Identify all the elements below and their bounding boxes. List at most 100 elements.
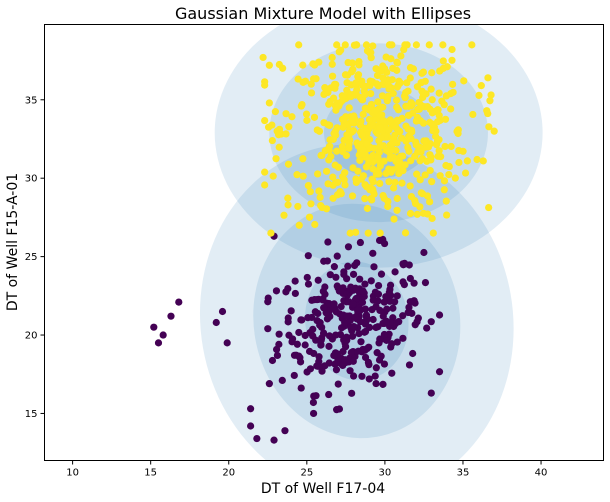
cluster-2-point — [406, 182, 414, 190]
cluster-2-point — [375, 170, 383, 178]
cluster-2-point — [294, 202, 302, 211]
cluster-2-point — [367, 102, 375, 110]
cluster-2-point — [341, 169, 349, 177]
cluster-2-point — [282, 110, 290, 118]
cluster-2-point — [345, 104, 353, 112]
cluster-2-point — [307, 89, 316, 97]
cluster-2-point — [447, 105, 455, 113]
y-axis: 15 20 25 30 35 — [25, 95, 45, 420]
cluster-2-point — [293, 171, 301, 179]
cluster-1-point — [374, 290, 383, 298]
cluster-1-point — [303, 273, 311, 282]
cluster-2-point — [439, 57, 447, 65]
cluster-1-point — [319, 296, 327, 304]
cluster-1-point — [399, 260, 407, 268]
cluster-2-point — [334, 163, 343, 171]
cluster-2-point — [389, 89, 397, 98]
cluster-1-point — [314, 276, 322, 284]
cluster-2-point — [490, 127, 498, 135]
cluster-2-point — [401, 161, 409, 169]
cluster-2-point — [448, 56, 456, 64]
cluster-2-point — [440, 186, 448, 194]
cluster-2-point — [341, 41, 349, 49]
cluster-2-point — [428, 214, 436, 223]
cluster-2-point — [384, 92, 392, 101]
cluster-2-point — [341, 71, 350, 79]
cluster-1-point — [356, 238, 364, 247]
cluster-1-point — [289, 335, 297, 343]
cluster-2-point — [324, 180, 332, 188]
cluster-2-point — [402, 88, 410, 97]
cluster-2-point — [261, 78, 269, 86]
cluster-2-point — [420, 137, 428, 145]
cluster-1-point — [409, 349, 417, 358]
cluster-2-point — [307, 80, 315, 88]
cluster-2-point — [377, 67, 386, 75]
cluster-1-point — [374, 281, 383, 290]
cluster-2-point — [447, 142, 455, 151]
cluster-2-point — [424, 143, 433, 151]
cluster-2-point — [368, 175, 376, 183]
cluster-1-point — [435, 368, 444, 376]
cluster-2-point — [336, 188, 344, 196]
cluster-2-point — [380, 117, 388, 125]
cluster-1-point — [310, 296, 319, 304]
cluster-2-point — [299, 172, 307, 180]
cluster-1-point — [435, 311, 444, 319]
cluster-1-point — [330, 300, 338, 308]
cluster-1-point — [264, 298, 272, 306]
cluster-2-point — [386, 116, 394, 124]
cluster-2-point — [326, 121, 334, 130]
cluster-2-point — [299, 61, 307, 69]
cluster-1-point — [375, 339, 383, 347]
cluster-2-point — [393, 66, 401, 74]
cluster-2-point — [437, 153, 445, 161]
cluster-2-point — [401, 229, 410, 237]
cluster-1-point — [372, 364, 380, 372]
cluster-2-point — [295, 41, 303, 49]
cluster-2-point — [362, 139, 371, 148]
cluster-1-point — [291, 289, 299, 298]
cluster-2-point — [419, 89, 427, 97]
cluster-2-point — [380, 157, 388, 165]
cluster-2-point — [272, 155, 280, 163]
cluster-2-point — [428, 178, 436, 186]
cluster-2-point — [284, 201, 292, 209]
cluster-2-point — [423, 210, 432, 218]
cluster-2-point — [328, 60, 336, 68]
x-axis-label: DT of Well F17-04 — [261, 481, 385, 497]
cluster-1-point — [247, 405, 255, 413]
cluster-1-point — [268, 356, 277, 365]
cluster-2-point — [449, 80, 457, 88]
cluster-1-point — [305, 347, 314, 355]
cluster-2-point — [435, 147, 443, 155]
cluster-2-point — [261, 181, 269, 189]
cluster-2-point — [315, 187, 323, 195]
cluster-1-point — [370, 263, 378, 271]
cluster-1-point — [223, 339, 231, 347]
cluster-1-point — [420, 248, 428, 257]
x-tick-label: 15 — [144, 468, 157, 479]
plot-area — [150, 24, 543, 461]
cluster-1-point — [393, 292, 401, 300]
cluster-2-point — [445, 170, 453, 179]
cluster-2-point — [433, 106, 442, 114]
cluster-1-point — [343, 312, 351, 320]
cluster-2-point — [333, 41, 341, 49]
cluster-1-point — [395, 318, 403, 326]
x-tick-label: 25 — [300, 468, 313, 479]
cluster-2-point — [363, 47, 372, 55]
cluster-2-point — [426, 166, 434, 175]
cluster-2-point — [434, 118, 442, 126]
cluster-2-point — [259, 53, 267, 62]
cluster-2-point — [316, 193, 324, 201]
cluster-1-point — [332, 366, 341, 374]
cluster-2-point — [393, 59, 402, 67]
cluster-1-point — [379, 312, 387, 320]
cluster-2-point — [416, 176, 424, 184]
cluster-1-point — [349, 300, 357, 308]
cluster-1-point — [332, 273, 340, 281]
cluster-2-point — [463, 157, 471, 165]
cluster-2-point — [268, 121, 276, 129]
